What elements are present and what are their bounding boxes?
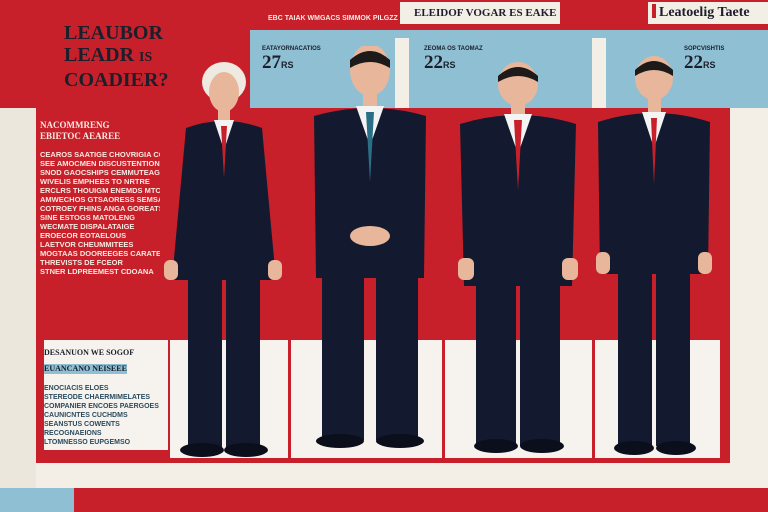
text-line: LAETVOR CHEUMMITEES: [40, 240, 134, 249]
lower-heading-1: DESANUON WE SOGOF: [44, 348, 135, 357]
stat-value: 27: [262, 52, 281, 73]
stat-sub: RS: [281, 60, 294, 70]
text-line: SNOD GAOCSHIPS CEMMUTEAGS: [40, 168, 160, 177]
stat-label: SOPCVISHTIS: [684, 46, 725, 52]
text-line: ENOCIACIS ELOES: [44, 385, 109, 392]
stat-card-2: ZEOMA OS TAOMAZ 22RS: [424, 46, 483, 74]
floor-divider-1: [288, 340, 291, 458]
floor-divider-3: [592, 340, 595, 458]
left-text-panel: NACOMMRENG EBIETOC AEAREE CEAROS SAATIGE…: [40, 120, 160, 276]
text-line: THREVISTS DE FCEOR: [40, 258, 123, 267]
stat-label: ZEOMA OS TAOMAZ: [424, 46, 483, 52]
title-line-1: LEAUBOR: [64, 22, 163, 44]
figure-3: [456, 58, 580, 454]
stat-label: EATAYORNACATIOS: [262, 46, 321, 52]
top-right-caption: Leatoelig Taete: [652, 4, 750, 21]
top-small-caption: EBC TAIAK WMGACS SIMMOK PILGZZ: [268, 15, 398, 22]
figure-3-svg: [458, 62, 578, 453]
page-title: LEAUBOR LEADR IS COADIER?: [64, 22, 168, 91]
text-line: RECOGNAEIONS: [44, 430, 102, 437]
top-right-label-box: [648, 2, 768, 24]
left-heading-1: NACOMMRENG: [40, 120, 110, 130]
stat-value: 22: [684, 52, 703, 73]
bottom-red-bar: [74, 488, 768, 512]
floor-divider-2: [442, 340, 445, 458]
text-line: STEREODE CHAERMIMELATES: [44, 394, 151, 401]
text-line: EROECOR EOTAELOUS: [40, 231, 127, 240]
stage-left-edge: [0, 108, 36, 488]
stat-value-row: 22RS: [424, 52, 483, 74]
text-line: CAUNICNTES CUCHDMS: [44, 412, 128, 419]
stats-divider-1: [395, 38, 409, 108]
stat-card-1: EATAYORNACATIOS 27RS: [262, 46, 321, 74]
text-line: AMWECHOS GTSAORESS SEMSA: [40, 195, 160, 204]
figure-2: [306, 46, 434, 450]
text-line: COMPANIER ENCOES PAERGOES: [44, 403, 159, 410]
text-line: SEE AMOCMEN DISCUSTENTIONES: [40, 159, 160, 168]
stat-value-row: 22RS: [684, 52, 724, 74]
text-line: ERCLRS THOUIGM ENEMDS MTCA: [40, 186, 160, 195]
left-heading-2: EBIETOC AEAREE: [40, 131, 121, 141]
stat-sub: RS: [443, 60, 456, 70]
figure-1: [164, 60, 284, 458]
lower-heading-2: EUANCANO NEISEEE: [44, 364, 127, 374]
text-line: SEANSTUS COWENTS: [44, 421, 120, 428]
stat-sub: RS: [703, 60, 716, 70]
text-line: WECMATE DISPALATAIGE: [40, 222, 135, 231]
stat-value-row: 27RS: [262, 52, 321, 74]
top-center-label-box: [400, 2, 560, 24]
title-line-2: LEADR IS: [64, 44, 153, 66]
figure-2-svg: [314, 46, 426, 448]
top-right-marker: [652, 4, 656, 18]
title-line-3: COADIER?: [64, 69, 169, 91]
stats-divider-2: [592, 38, 606, 108]
figure-4-svg: [596, 56, 712, 455]
lower-body: ENOCIACIS ELOES STEREODE CHAERMIMELATES CO…: [44, 384, 168, 447]
figure-1-svg: [164, 62, 282, 457]
stat-card-3: SOPCVISHTIS 22RS: [684, 46, 724, 74]
text-line: SINE ESTOGS MATOLENG: [40, 213, 136, 222]
stat-value: 22: [424, 52, 443, 73]
title-mark: IS: [139, 50, 153, 65]
text-line: STNER LDPREEMEST CDOANA: [40, 267, 154, 276]
left-body: CEAROS SAATIGE CHOVRIGIA COOMMTOSEE AMOC…: [40, 150, 160, 276]
figure-4: [596, 52, 712, 456]
top-center-caption: ELEIDOF VOGAR ES EAKE: [414, 7, 557, 19]
text-line: MOGTAAS DOOREEGES CARATE: [40, 249, 160, 258]
text-line: WIVELIS EMPHEES TO NRTRE: [40, 177, 150, 186]
text-line: CEAROS SAATIGE CHOVRIGIA COOMMTO: [40, 150, 160, 159]
lower-text-panel: DESANUON WE SOGOF EUANCANO NEISEEE ENOCI…: [44, 340, 168, 450]
text-line: COTROEY FHINS ANGA GOREATS: [40, 204, 160, 213]
text-line: LTOMNESSO EUPGEMSO: [44, 439, 131, 446]
